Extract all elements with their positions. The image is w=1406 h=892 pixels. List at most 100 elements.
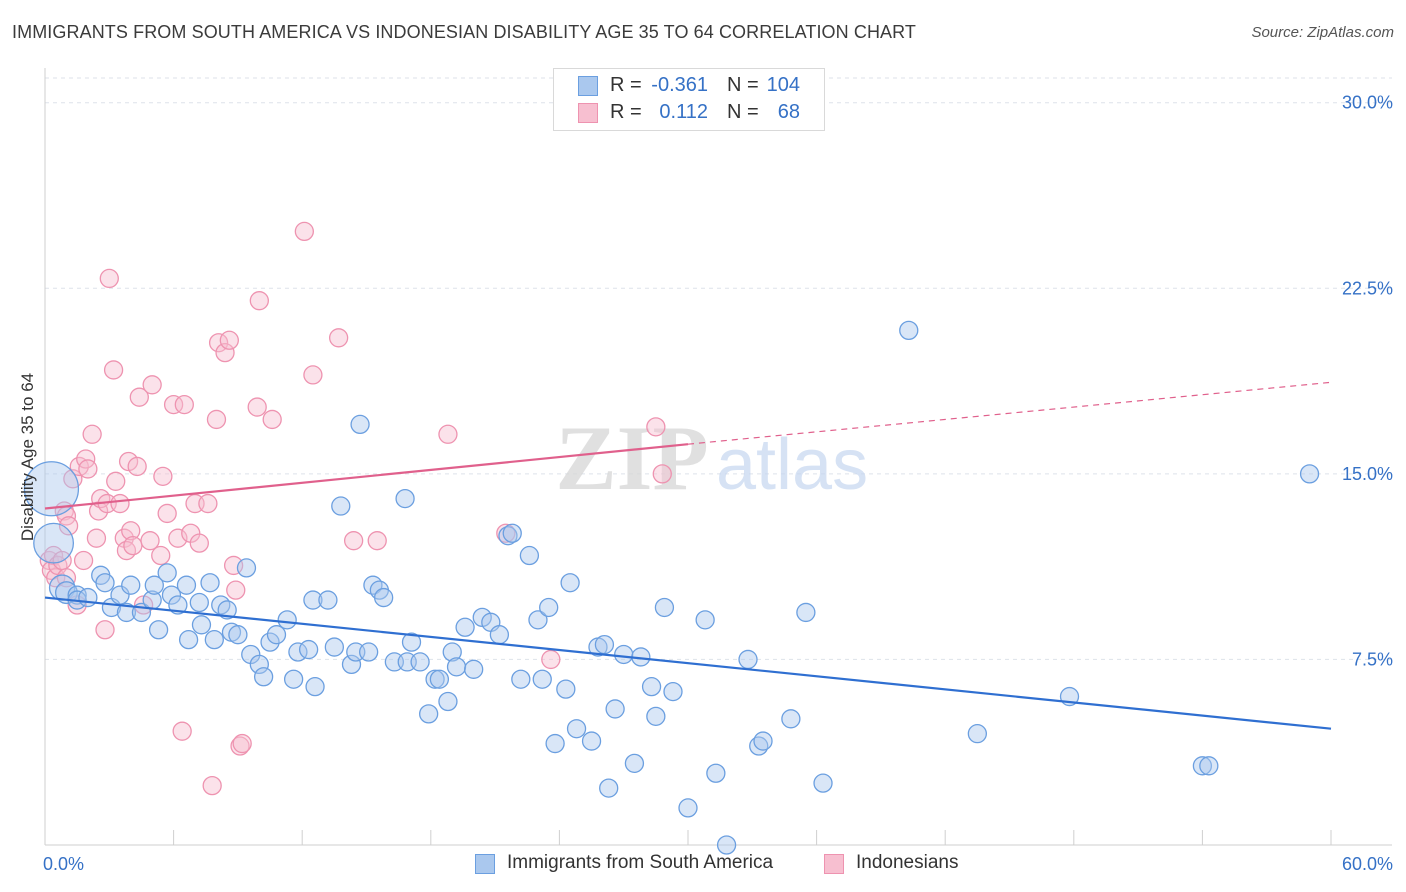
south-america-point [305,677,325,697]
south-america-point [204,629,224,650]
south-america-point [519,545,540,566]
south-america-point [144,575,164,595]
south-america-point [95,573,115,593]
indonesians-point [249,291,269,311]
south-america-point [695,610,715,630]
legend-label: Immigrants from South America [507,852,774,873]
legend-n-value: 104 [766,74,800,96]
south-america-trend-line [44,596,1332,730]
south-america-point [489,625,510,645]
south-america-point [706,763,726,783]
indonesians-point [247,397,267,417]
indonesians-point [82,424,102,444]
indonesians-trend-extension [687,381,1332,445]
y-tick-label: 7.5% [1352,649,1393,669]
south-america-point [539,597,559,618]
indonesians-point [78,459,98,479]
indonesians-trend-line [44,443,689,510]
south-america-point [511,669,531,689]
south-america-point [401,632,422,652]
x-tick-label-min: 0.0% [43,854,84,874]
indonesians-point [151,545,171,566]
south-america-point [641,677,662,697]
south-america-point [341,654,362,675]
trend-lines [44,381,1332,730]
south-america-point [191,615,212,635]
indonesians-point [99,268,119,289]
south-america-point [556,679,576,699]
south-america-point [200,573,220,593]
indonesians-point [206,409,227,430]
south-america-point [738,649,758,670]
south-america-point [663,681,683,702]
south-america-point [442,642,462,662]
y-tick-label: 15.0% [1342,464,1393,484]
south-america-point [148,620,169,640]
south-america-point [753,731,773,751]
indonesians-point [73,550,94,571]
south-america-point [176,575,197,595]
south-america-point [331,496,351,516]
south-america-point [168,595,188,615]
indonesians-point [198,493,218,514]
indonesians-point [157,503,177,524]
south-america-point [277,610,297,630]
indonesians-point [142,375,162,395]
south-america-point [419,704,439,724]
watermark-atlas: atlas [716,425,868,505]
indonesians-point [328,328,349,348]
south-america-point [425,669,445,689]
legend-swatch-pink [824,854,844,874]
series-south-america-points [23,320,1320,855]
y-axis-label: Disability Age 35 to 64 [18,373,37,541]
south-america-point [253,667,274,687]
south-america-point [395,488,415,509]
series-legend: Immigrants from South America Indonesian… [0,852,1406,878]
legend-n-value: 68 [777,101,800,123]
south-america-point [161,585,182,605]
x-tick-label-max: 60.0% [1342,854,1393,874]
indonesians-point [367,531,387,551]
south-america-point [410,652,430,672]
indonesians-point [58,516,79,536]
south-america-point [236,558,257,578]
south-america-point [78,587,98,608]
series-indonesians-points [39,221,672,796]
watermark-zip: ZIP [555,407,708,509]
south-america-point [532,669,552,689]
south-america-point [324,637,345,657]
chart-title: IMMIGRANTS FROM SOUTH AMERICA VS INDONES… [12,22,917,42]
south-america-point [624,753,645,774]
south-america-point [116,602,137,623]
legend-row-indonesians: R = 0.112 N = 68 [554,100,824,126]
indonesians-point [123,535,143,556]
indonesians-point [219,330,239,350]
legend-swatch-blue [578,76,598,96]
indonesians-point [153,466,173,486]
south-america-point [781,709,801,729]
legend-swatch-pink [578,103,598,123]
south-america-point [318,590,338,610]
indonesians-point [541,649,561,670]
indonesians-point [646,417,666,437]
south-america-point [33,522,75,564]
south-america-point [358,642,379,662]
source-credit: Source: ZipAtlas.com [1251,24,1394,41]
south-america-point [455,617,475,637]
y-tick-label: 30.0% [1342,93,1393,113]
indonesians-point [343,531,364,551]
south-america-point [23,461,80,517]
indonesians-point [189,533,209,553]
legend-n-label: N = [727,74,759,96]
south-america-point [1199,756,1219,776]
south-america-point [217,600,237,620]
indonesians-point [215,342,235,363]
south-america-point [438,691,458,712]
legend-r-value: 0.112 [659,101,708,123]
legend-row-south-america: R = -0.361 N = 104 [554,73,824,99]
legend-n-label: N = [727,101,759,123]
indonesians-point [262,409,282,430]
indonesians-point [121,521,141,541]
south-america-point [249,654,269,675]
